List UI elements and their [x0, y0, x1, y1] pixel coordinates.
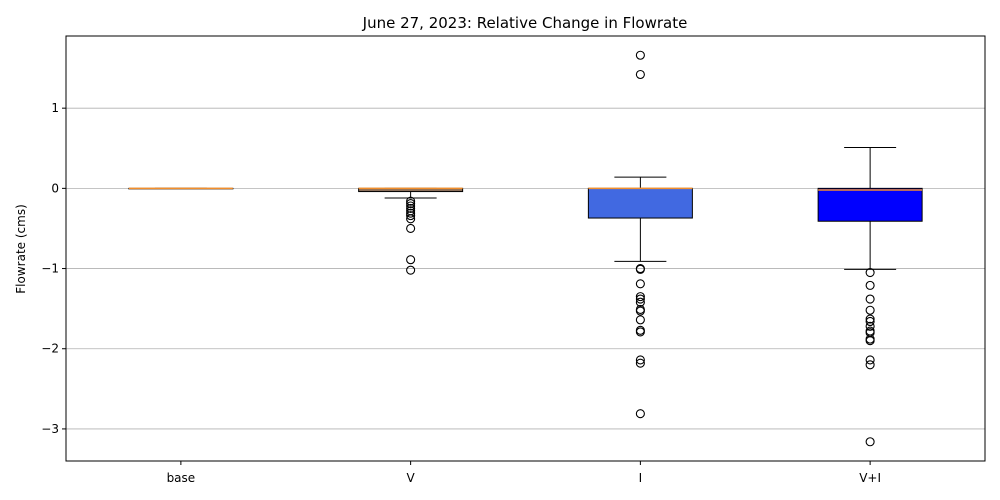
outlier-point: [406, 255, 416, 265]
outlier-point: [635, 355, 645, 365]
y-tick-label: 0: [51, 181, 59, 195]
box-iqr: [817, 187, 923, 222]
outlier-point: [865, 268, 875, 278]
outlier-point: [406, 208, 416, 218]
outlier-point: [865, 360, 875, 370]
x-tick-label: V+I: [859, 471, 881, 485]
y-tick-label: −1: [41, 262, 59, 276]
outlier-point: [635, 409, 645, 419]
y-axis-ticks: −3 −2 −1 0 1: [41, 101, 66, 436]
outlier-point: [865, 294, 875, 304]
outlier-point: [406, 223, 416, 234]
outlier-point: [635, 292, 645, 302]
outlier-point: [406, 265, 416, 275]
plot-area-frame: [65, 35, 986, 462]
outlier-point: [865, 314, 875, 324]
box-iqr: [587, 187, 693, 219]
outlier-point: [635, 50, 645, 60]
x-tick-label: V: [407, 471, 416, 485]
boxes-layer: [128, 50, 923, 447]
outlier-point: [406, 199, 416, 209]
x-tick-label: I: [639, 471, 643, 485]
box-group-base: [128, 187, 234, 190]
box-group-I: [587, 50, 693, 419]
y-axis-label: Flowrate (cms): [14, 204, 28, 293]
outlier-point: [635, 294, 645, 304]
outlier-point: [635, 279, 645, 289]
outlier-point: [406, 214, 416, 224]
outlier-point: [865, 305, 875, 315]
outlier-point: [635, 297, 645, 307]
box-group-V+I: [817, 146, 923, 447]
x-tick-label: base: [167, 471, 196, 485]
outlier-point: [865, 437, 875, 447]
outlier-point: [406, 196, 416, 206]
outlier-point: [635, 315, 645, 325]
outlier-point: [865, 316, 875, 327]
y-tick-label: 1: [51, 101, 59, 115]
outlier-point: [635, 69, 645, 80]
x-axis-ticks: base V I V+I: [167, 461, 881, 485]
outlier-point: [406, 211, 416, 221]
outlier-point: [406, 201, 416, 211]
outlier-point: [865, 321, 875, 331]
outlier-point: [635, 327, 645, 337]
y-tick-label: −3: [41, 422, 59, 436]
outlier-point: [865, 280, 875, 290]
outlier-point: [865, 336, 875, 346]
outlier-point: [865, 355, 875, 365]
box-group-V: [358, 187, 464, 275]
outlier-point: [635, 358, 645, 368]
outlier-point: [406, 203, 416, 213]
chart-title: June 27, 2023: Relative Change in Flowra…: [362, 14, 688, 32]
outlier-point: [635, 306, 645, 316]
outlier-point: [635, 264, 645, 274]
y-tick-label: −2: [41, 342, 59, 356]
